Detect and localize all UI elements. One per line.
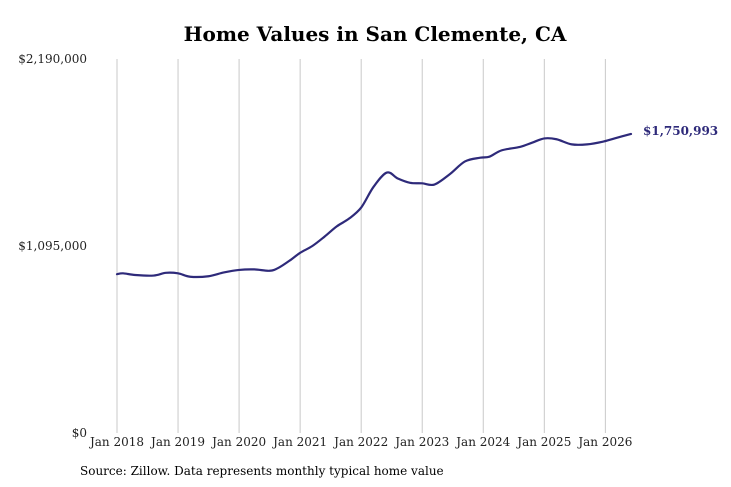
x-tick-label-7: Jan 2025 <box>515 435 571 449</box>
y-tick-label-1: $1,095,000 <box>18 239 87 253</box>
y-tick-label-0: $0 <box>72 426 87 440</box>
x-tick-label-6: Jan 2024 <box>454 435 510 449</box>
gridlines <box>116 59 606 433</box>
source-note: Source: Zillow. Data represents monthly … <box>80 464 444 478</box>
x-axis-ticks: Jan 2018 Jan 2019 Jan 2020 Jan 2021 Jan 2022… <box>88 435 632 449</box>
x-tick-label-2: Jan 2020 <box>210 435 266 449</box>
x-tick-label-4: Jan 2022 <box>332 435 388 449</box>
x-tick-label-0: Jan 2018 <box>88 435 144 449</box>
x-tick-label-5: Jan 2023 <box>393 435 449 449</box>
series-line-0 <box>115 132 633 279</box>
chart-title: Home Values in San Clemente, CA <box>183 22 567 46</box>
y-axis-ticks: $0 $1,095,000 $2,190,000 <box>18 52 87 440</box>
x-tick-label-3: Jan 2021 <box>271 435 327 449</box>
series-layer: $1,750,993 <box>115 124 718 279</box>
y-tick-label-2: $2,190,000 <box>18 52 87 66</box>
x-tick-label-8: Jan 2026 <box>576 435 632 449</box>
x-tick-label-1: Jan 2019 <box>149 435 205 449</box>
end-value-label: $1,750,993 <box>643 124 718 138</box>
